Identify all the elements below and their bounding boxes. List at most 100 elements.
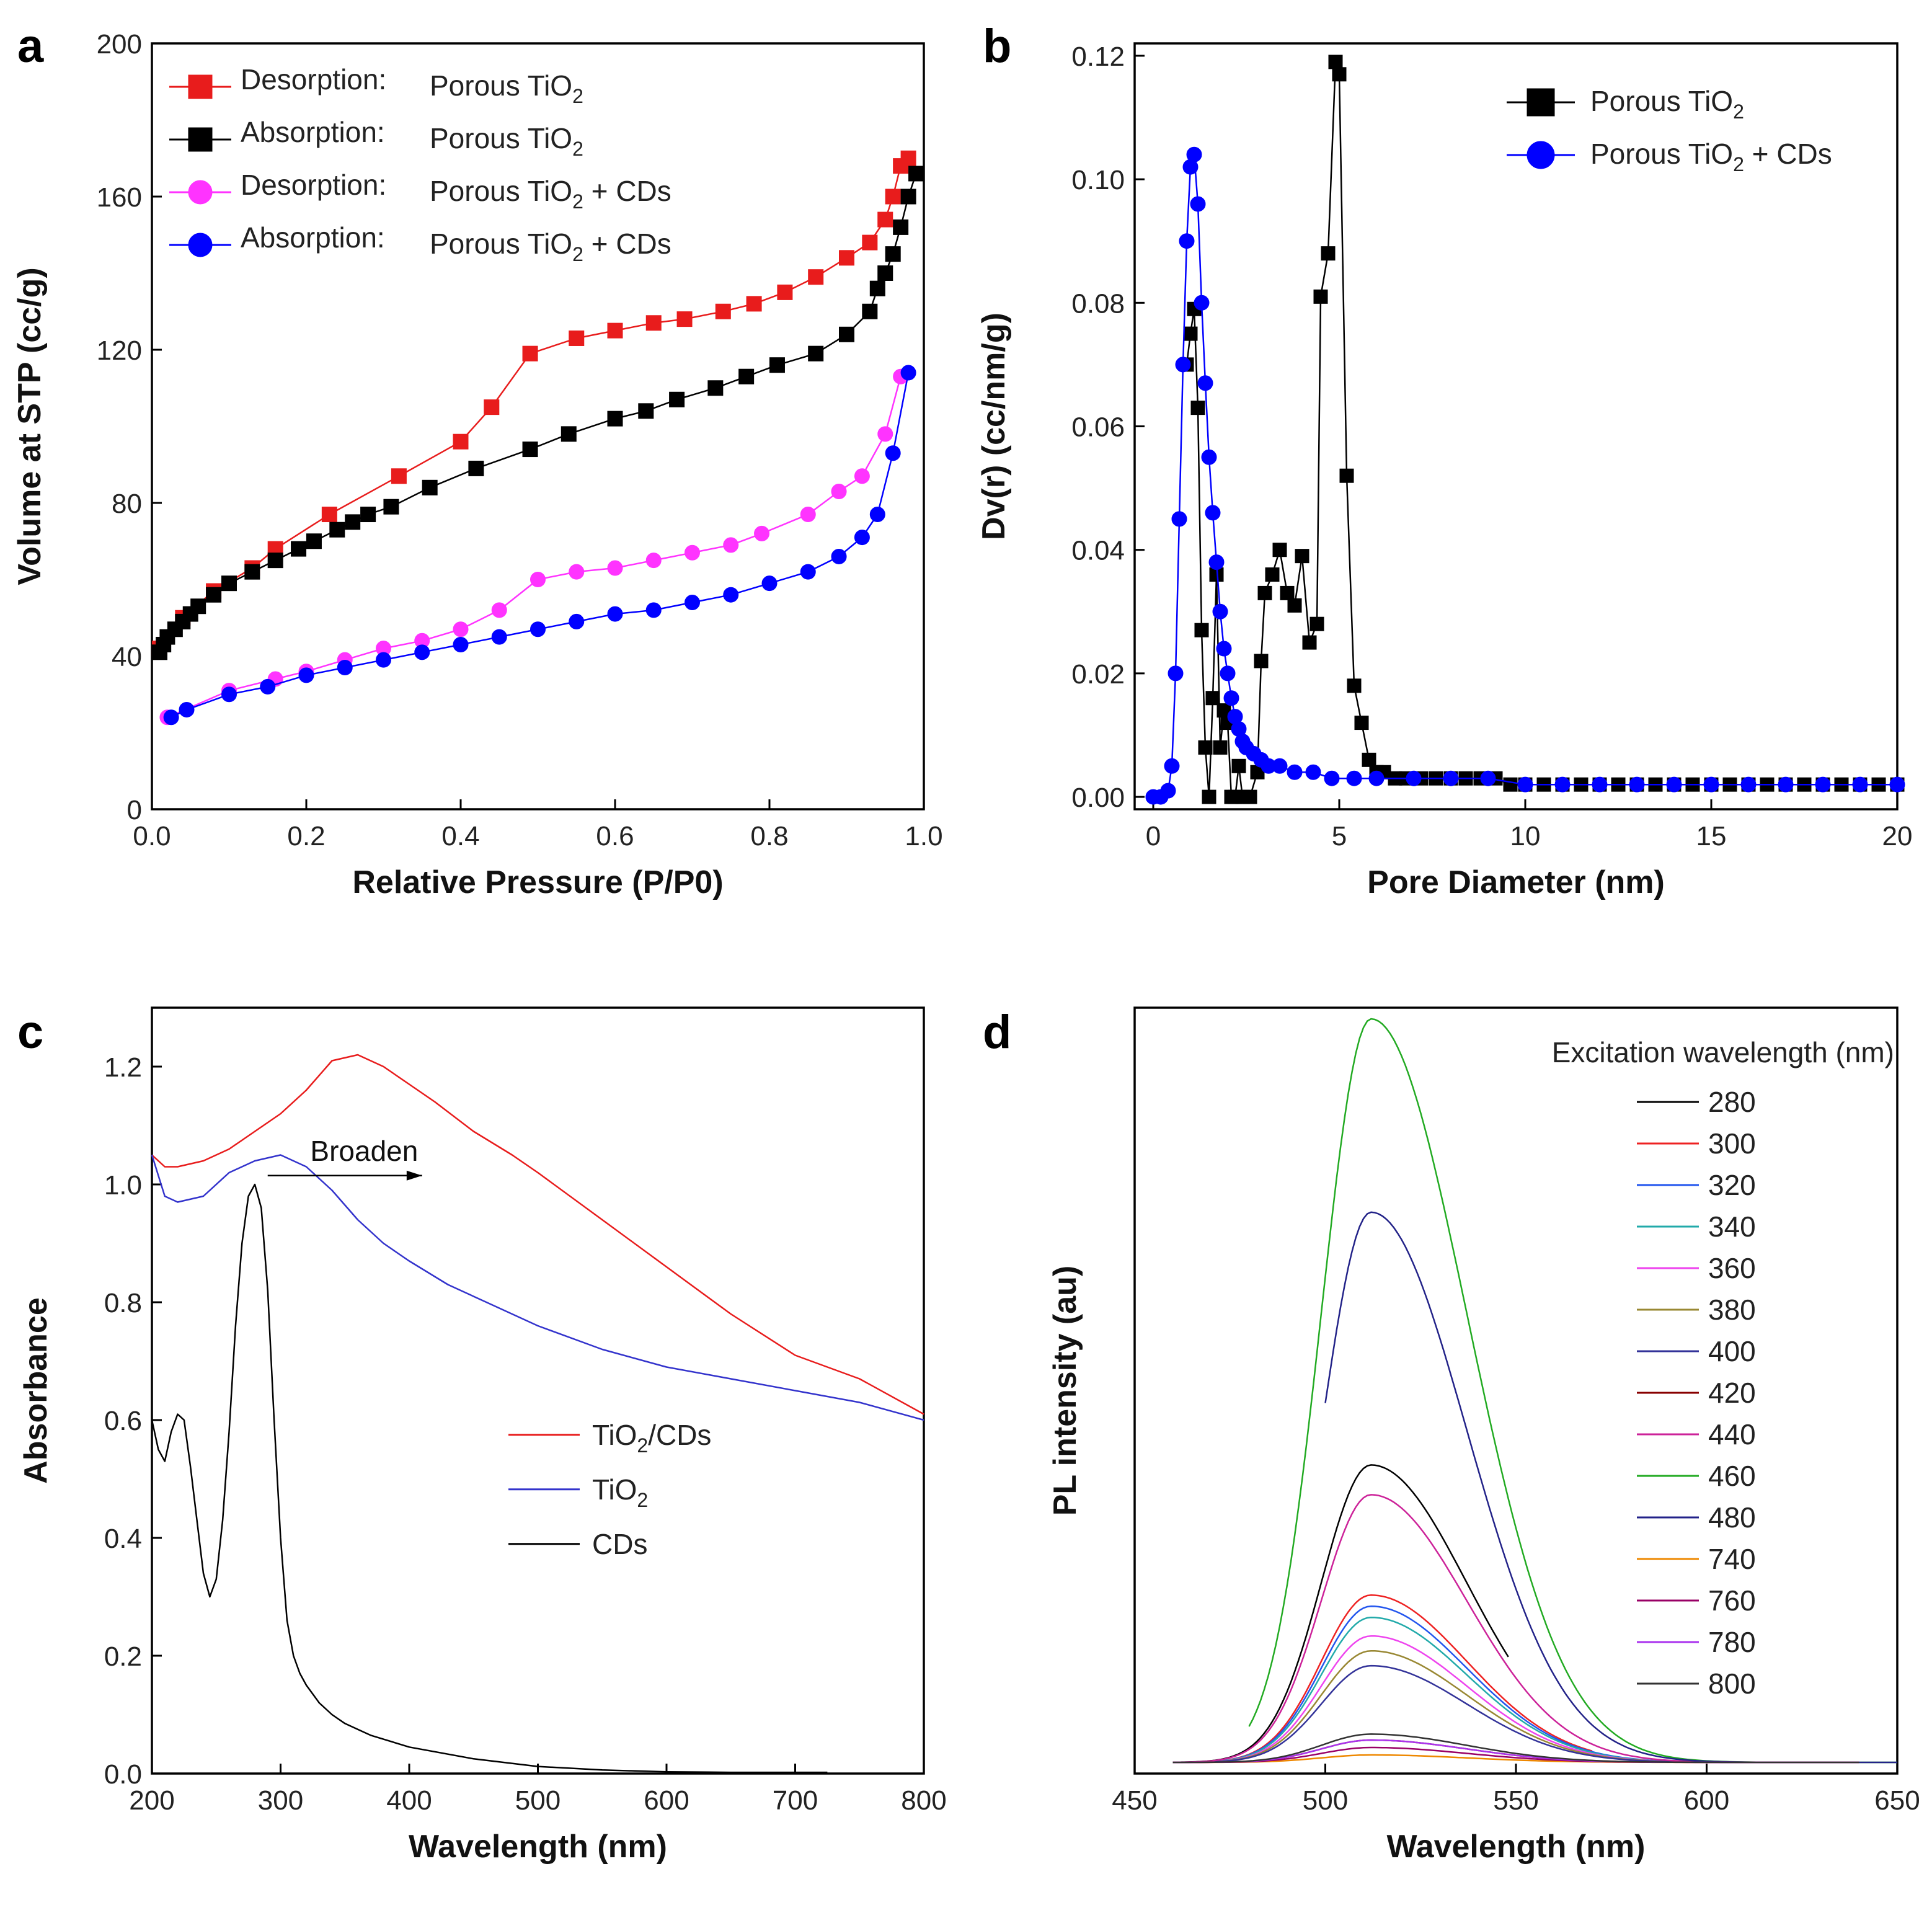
legend-label: Porous TiO2 [1590,85,1744,123]
y-tick-label: 0.12 [1071,42,1125,72]
legend-label-sample: Porous TiO2 + CDs [430,228,671,265]
data-point [1272,543,1287,557]
x-tick-label: 600 [1684,1785,1729,1816]
data-point [1201,449,1217,465]
data-point [1197,375,1213,391]
y-tick-label: 0.08 [1071,288,1125,319]
x-axis-title: Pore Diameter (nm) [1367,864,1665,900]
data-point [869,507,885,523]
y-axis-title: PL intensity (au) [1047,1266,1083,1516]
data-point [893,219,909,235]
data-point [1554,776,1571,793]
y-tick-label: 0.00 [1071,783,1125,813]
data-point [522,442,538,458]
data-point [1171,511,1187,527]
x-axis-title: Relative Pressure (P/P0) [352,864,723,900]
data-point [453,621,469,637]
data-point [1194,295,1210,311]
y-axis-title: Absorbance [18,1297,54,1484]
data-point [561,426,577,442]
data-point [453,433,469,450]
pl-curve-800 [1172,1733,1859,1764]
legend-title: Excitation wavelength (nm) [1552,1036,1894,1068]
data-point [900,189,916,205]
legend-label: TiO2/CDs [592,1419,711,1457]
data-point [638,403,654,419]
data-point [468,460,484,476]
data-point [244,564,260,580]
data-point [854,468,870,484]
legend: Excitation wavelength (nm) 280 300 320 340 36… [1552,1036,1894,1700]
data-point [414,644,430,660]
panel-a-adsorption-isotherm: a 0.0 0.2 0.4 0.6 0.8 1.0 0 40 80 120 160 200 Relativ… [12,20,943,900]
data-point [1406,770,1422,786]
data-point [329,522,345,538]
data-point [453,636,469,652]
data-point [1740,776,1757,793]
panel-letter: a [17,20,44,73]
data-point [869,280,885,296]
y-axis-title: Volume at STP (cc/g) [12,267,48,585]
legend-label: 780 [1708,1626,1756,1658]
data-point [1346,770,1362,786]
data-point [645,602,662,618]
x-tick-label: 20 [1882,821,1913,851]
x-tick-label: 0.4 [441,821,479,851]
data-point [800,507,816,523]
data-point [337,660,353,676]
data-point [885,246,901,262]
data-point [808,345,824,362]
series-line [151,1183,828,1774]
data-point [1186,146,1202,162]
data-point [885,445,901,461]
y-tick-label: 0 [127,795,142,825]
legend-label-kind: Desorption: [241,63,386,95]
data-point [746,296,762,312]
data-point [800,564,816,580]
panel-d-photoluminescence: d 450 500 550 600 650 Wavelength (nm) PL intens… [983,1006,1920,1865]
data-point [1175,357,1191,373]
legend-label: 340 [1708,1210,1756,1243]
data-point [1205,691,1220,706]
legend-label: 300 [1708,1127,1756,1160]
data-point [1302,635,1317,650]
legend-label: 380 [1708,1294,1756,1326]
data-point [1183,326,1198,341]
panel-letter: d [983,1006,1011,1059]
data-point [1592,776,1608,793]
data-point [839,250,854,266]
data-point [530,621,546,637]
data-point [345,514,361,530]
data-point [607,411,623,427]
data-point [1328,55,1343,69]
panel-c-absorbance: c 200 300 400 500 600 700 800 0.0 0.2 0.4 0.6 0.8 1.0… [17,1006,947,1865]
series-absorption-porous-tio2-cds [163,365,916,726]
data-point [1815,776,1831,793]
data-point [376,652,391,668]
y-axis-title: Dv(r) (cc/nm/g) [976,313,1012,540]
data-point [1190,401,1205,415]
legend-label: 360 [1708,1252,1756,1284]
legend-label: 400 [1708,1335,1756,1367]
legend-label: 320 [1708,1169,1756,1201]
data-point [831,483,847,499]
legend-label: 280 [1708,1086,1756,1118]
data-point [607,560,623,576]
legend-label: Porous TiO2 + CDs [1590,138,1832,175]
x-tick-label: 1.0 [905,821,942,851]
data-point [707,380,724,396]
x-tick-label: 500 [515,1785,561,1816]
y-tick-label: 80 [112,489,142,519]
legend-label: 480 [1708,1501,1756,1534]
legend-label: 760 [1708,1584,1756,1617]
data-point [808,269,824,285]
y-tick-label: 200 [97,29,142,60]
data-point [190,598,206,615]
data-point [1220,665,1236,682]
legend-marker [188,180,213,205]
data-point [908,166,924,182]
pl-curve-340 [1172,1616,1859,1764]
data-point [1852,776,1868,793]
plot-frame [151,42,925,810]
